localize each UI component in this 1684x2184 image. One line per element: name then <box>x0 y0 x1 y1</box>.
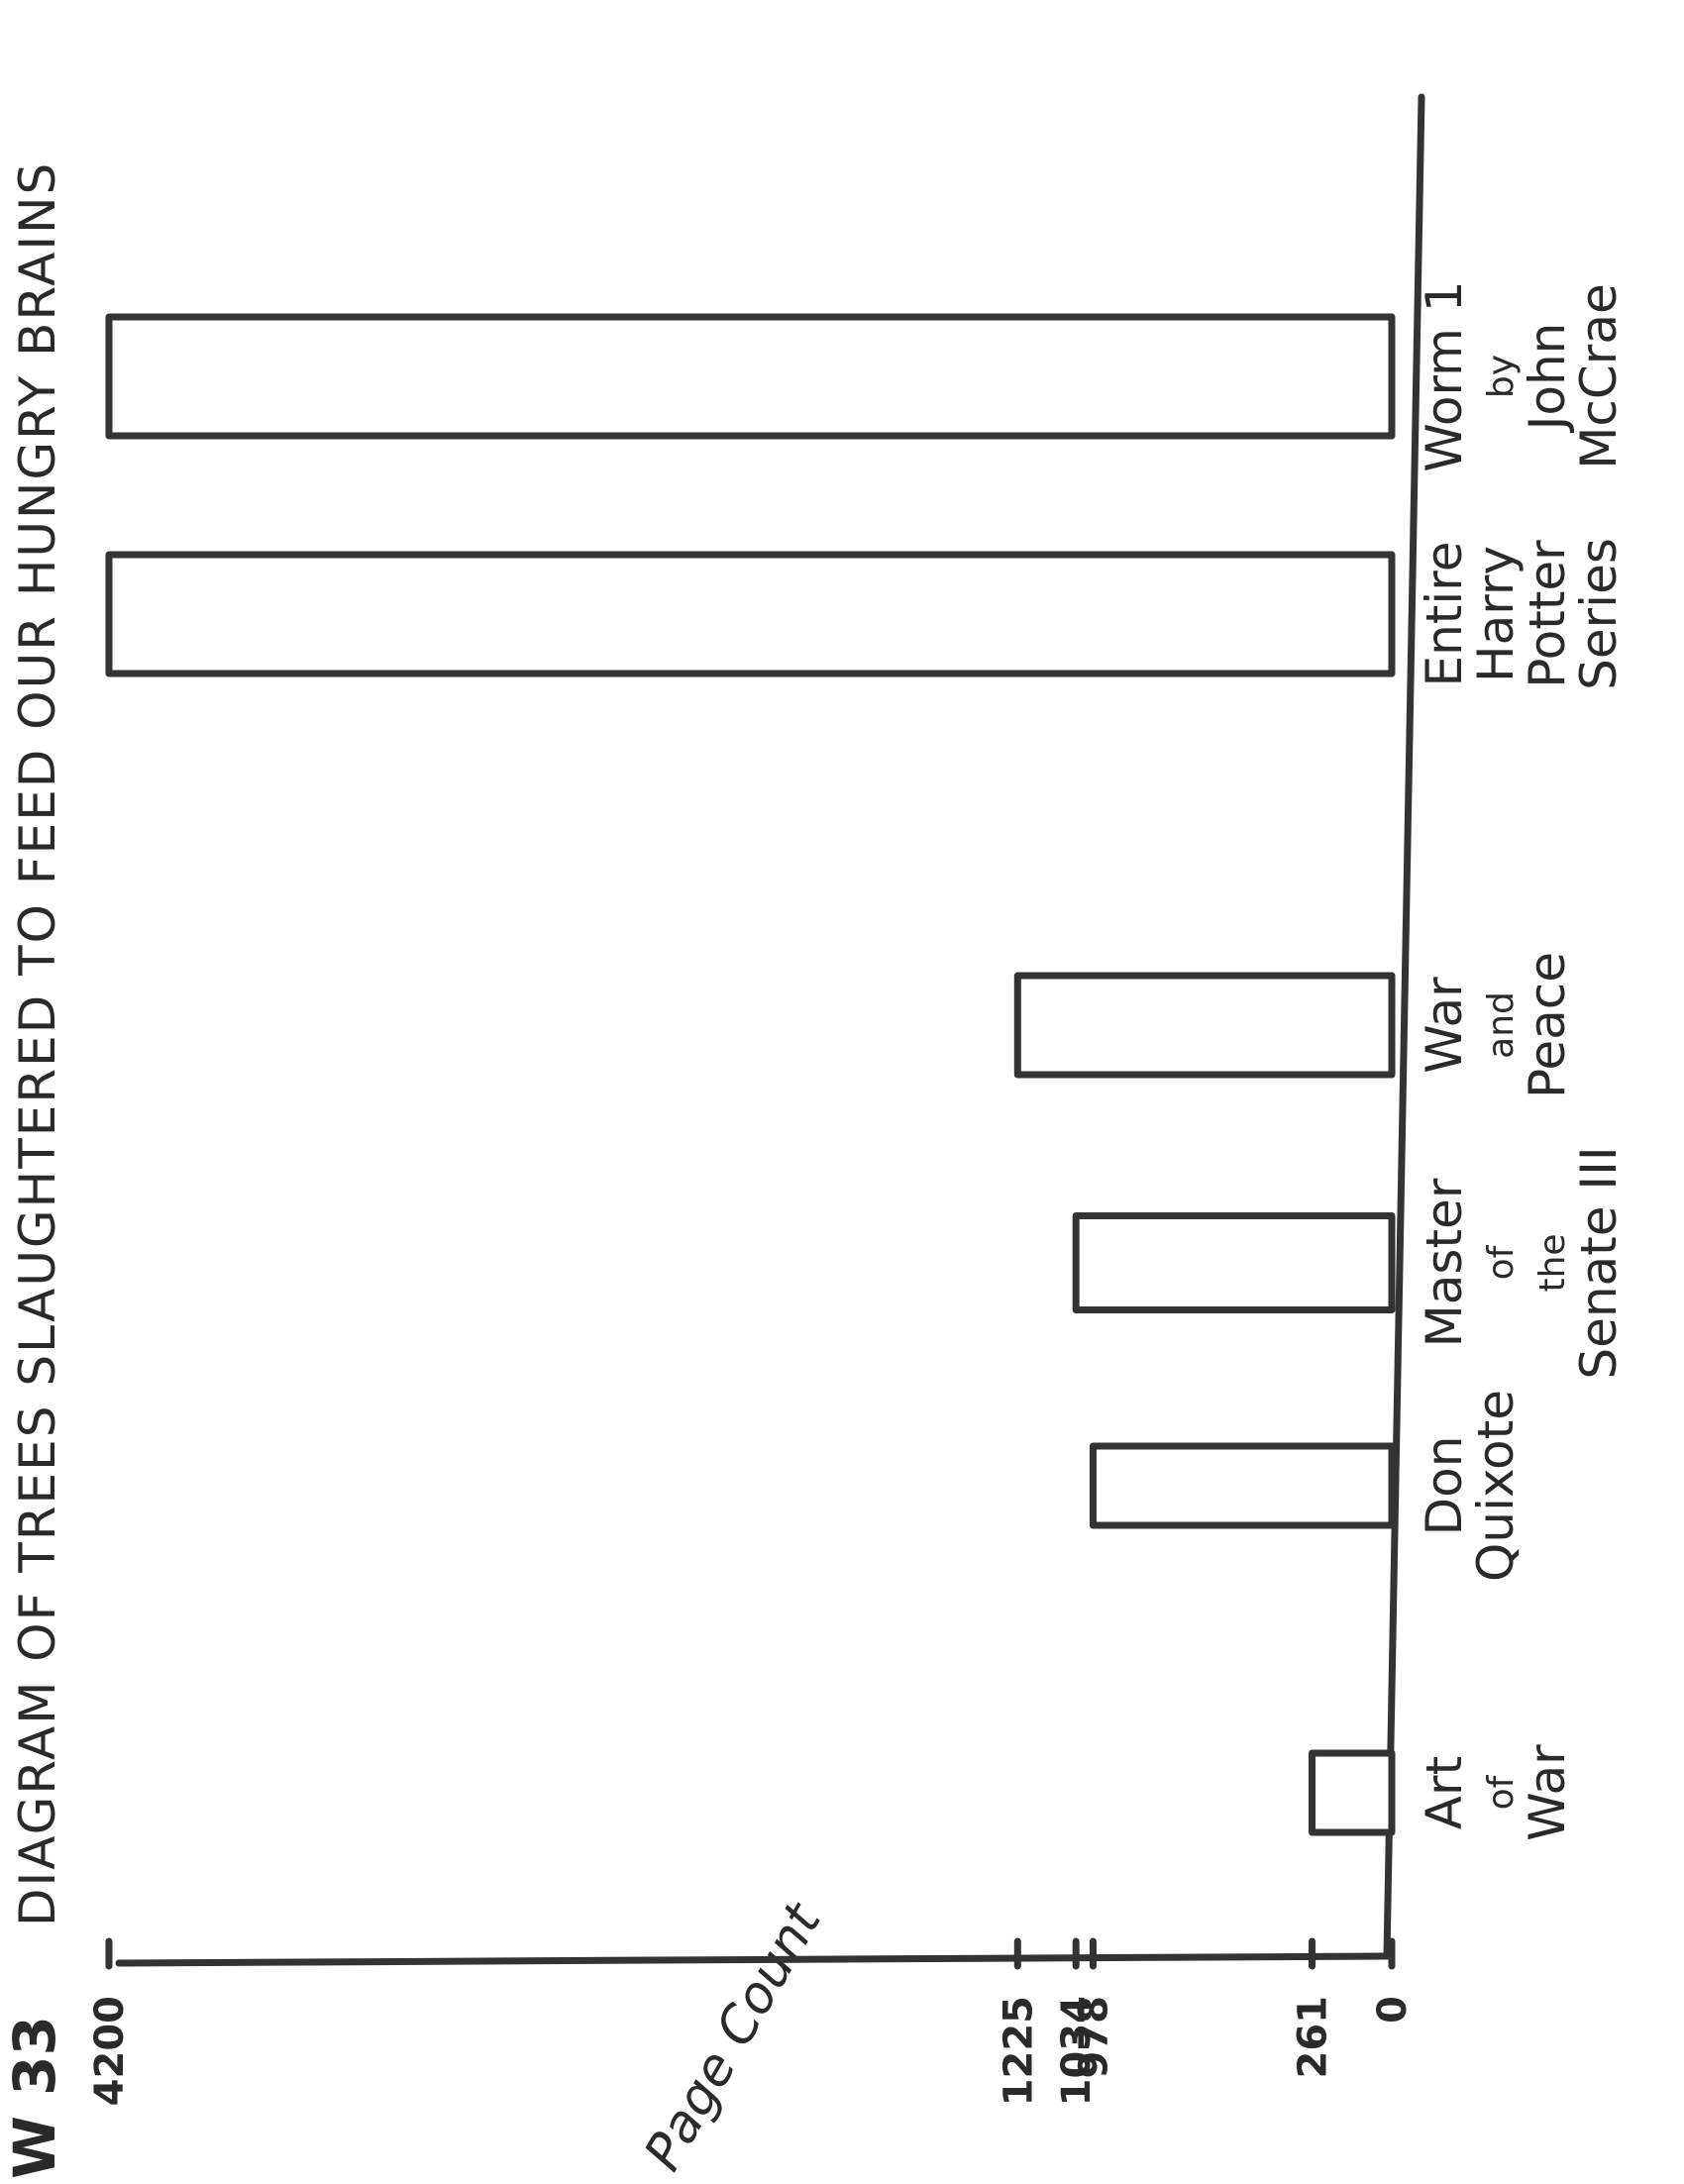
category-label: Harry <box>1467 546 1525 682</box>
value-tick-label: 1225 <box>996 1996 1041 2106</box>
bar <box>1072 1212 1396 1313</box>
category-label: Series <box>1570 538 1628 690</box>
category-label: Worm 1 <box>1416 280 1473 471</box>
bars <box>105 313 1396 1836</box>
category-label: Master <box>1416 1178 1473 1347</box>
category-label: of <box>1481 1244 1522 1280</box>
category-label: McCrae <box>1570 283 1628 469</box>
y-axis-label: Page Count <box>633 1893 833 2179</box>
category-label: the <box>1532 1233 1573 1292</box>
chart-title: DIAGRAM OF TREES SLAUGHTERED TO FEED OUR… <box>9 161 66 1926</box>
value-axis-line <box>115 1952 1391 1967</box>
category-label: War <box>1519 1744 1576 1841</box>
category-label: Senate III <box>1570 1146 1628 1379</box>
category-label: Don <box>1416 1436 1473 1536</box>
category-label: of <box>1481 1774 1522 1810</box>
category-label: Peace <box>1519 952 1576 1098</box>
category-label: John <box>1519 323 1576 434</box>
category-label: Art <box>1416 1756 1473 1829</box>
value-tick-label: 261 <box>1291 1996 1336 2079</box>
value-tick-label: 0 <box>1370 1996 1416 2024</box>
category-label: War <box>1416 977 1473 1074</box>
category-label: Quixote <box>1467 1390 1525 1582</box>
bar <box>1013 972 1396 1079</box>
category-label: Potter <box>1519 540 1576 688</box>
category-label: by <box>1481 355 1522 398</box>
value-tick-label: 1034 <box>1054 1996 1100 2106</box>
bar <box>1089 1442 1396 1529</box>
category-label: and <box>1481 991 1522 1059</box>
bar <box>105 551 1396 677</box>
bar <box>105 313 1396 440</box>
value-tick-label: 978 <box>1071 1996 1116 2079</box>
figure-number: W 33 <box>1 2016 68 2179</box>
bar <box>1309 1749 1396 1836</box>
category-label: Entire <box>1416 542 1473 687</box>
value-tick-label: 4200 <box>87 1996 133 2106</box>
category-axis-line <box>1383 93 1425 1960</box>
